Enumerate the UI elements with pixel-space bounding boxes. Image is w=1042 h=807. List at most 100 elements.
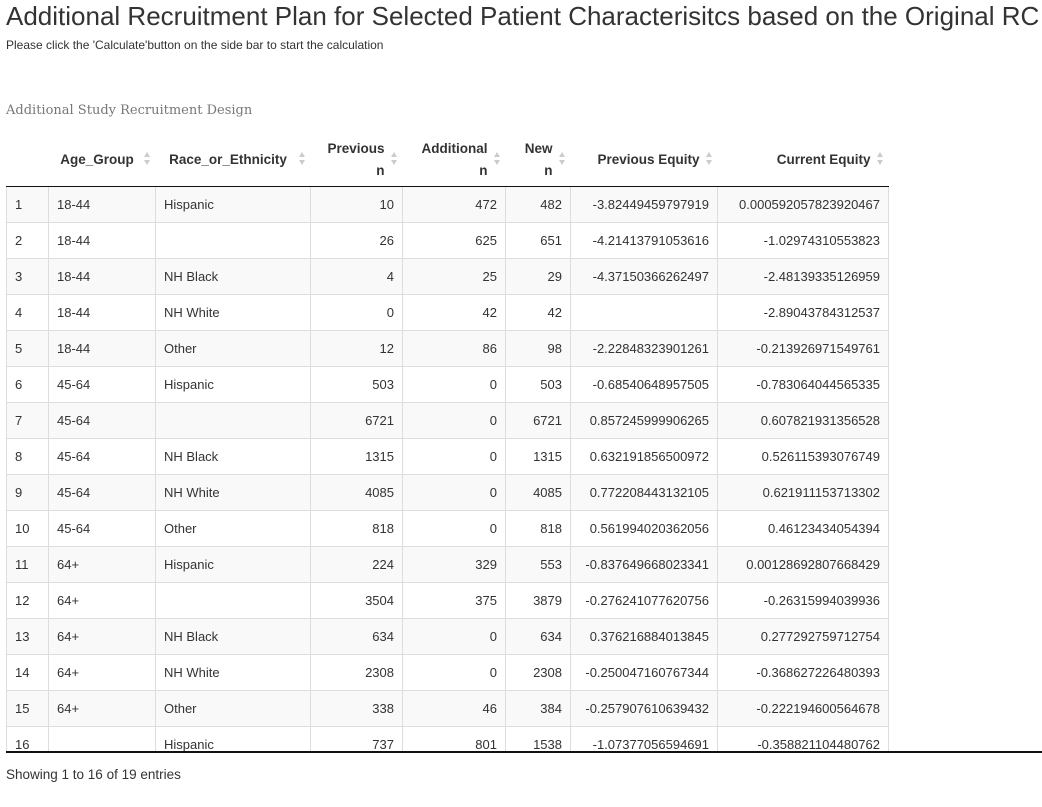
row-index: 4 xyxy=(6,294,49,331)
table-cell: 801 xyxy=(402,726,506,751)
header-label: Additional n xyxy=(421,141,488,178)
column-header[interactable]: Current Equity xyxy=(717,134,889,187)
header-label: Previous n xyxy=(327,141,385,178)
table-cell: 6721 xyxy=(310,402,403,439)
table-row: 4 18-44 NH White 0 42 42 -2.89043784312537 xyxy=(6,294,889,331)
table-cell: 98 xyxy=(505,330,571,367)
table-cell: Other xyxy=(155,330,311,367)
table-cell: 45-64 xyxy=(48,402,156,439)
table-cell: 42 xyxy=(402,294,506,331)
row-index: 1 xyxy=(6,186,49,223)
table-cell: -0.358821104480762 xyxy=(717,726,889,751)
table-cell: -0.276241077620756 xyxy=(570,582,718,619)
table-row: 10 45-64 Other 818 0 818 0.561994020362056 0.46… xyxy=(6,510,889,547)
table-cell xyxy=(570,294,718,331)
table-cell: 0.561994020362056 xyxy=(570,510,718,547)
table-cell: 472 xyxy=(402,186,506,223)
table-cell: 0.857245999906265 xyxy=(570,402,718,439)
table-cell: -0.68540648957505 xyxy=(570,366,718,403)
table-cell: 64+ xyxy=(48,582,156,619)
table-cell: 634 xyxy=(310,618,403,655)
table-cell: 86 xyxy=(402,330,506,367)
table-cell: 625 xyxy=(402,222,506,259)
table-cell: 0 xyxy=(402,654,506,691)
table-cell: 3879 xyxy=(505,582,571,619)
table-cell: -0.257907610639432 xyxy=(570,690,718,727)
table-cell: 0 xyxy=(402,366,506,403)
row-index: 13 xyxy=(6,618,49,655)
table-row: 1 18-44 Hispanic 10 472 482 -3.82449459797919 0… xyxy=(6,186,889,223)
table-cell: 0 xyxy=(402,402,506,439)
table-info: Showing 1 to 16 of 19 entries xyxy=(6,767,181,782)
sort-icon[interactable] xyxy=(876,151,883,167)
table-cell: 45-64 xyxy=(48,510,156,547)
table-cell: 1315 xyxy=(505,438,571,475)
column-header[interactable]: Age_Group xyxy=(48,134,156,187)
table-cell: -2.22848323901261 xyxy=(570,330,718,367)
table-cell: 64+ xyxy=(48,654,156,691)
table-row: 5 18-44 Other 12 86 98 -2.22848323901261 -0.213… xyxy=(6,330,889,367)
table-cell: 4085 xyxy=(310,474,403,511)
table-cell: 0.277292759712754 xyxy=(717,618,889,655)
instruction: Please click the 'Calculate'button on th… xyxy=(6,38,384,52)
table-cell: 10 xyxy=(310,186,403,223)
table-row: 8 45-64 NH Black 1315 0 1315 0.632191856500972… xyxy=(6,438,889,475)
table-cell: 634 xyxy=(505,618,571,655)
table-cell: 64+ xyxy=(48,546,156,583)
column-header[interactable]: New n xyxy=(505,134,571,187)
table-cell: 503 xyxy=(310,366,403,403)
table-cell: -2.48139335126959 xyxy=(717,258,889,295)
table-cell: 651 xyxy=(505,222,571,259)
table-cell: 818 xyxy=(505,510,571,547)
table-cell: 45-64 xyxy=(48,366,156,403)
header-label: New n xyxy=(524,141,553,178)
table-cell: 0 xyxy=(402,474,506,511)
table-cell: 45-64 xyxy=(48,474,156,511)
row-index: 15 xyxy=(6,690,49,727)
table-cell: -0.250047160767344 xyxy=(570,654,718,691)
table-cell: Other xyxy=(155,510,311,547)
header-label: Previous Equity xyxy=(597,152,700,167)
table-cell: 0.46123434054394 xyxy=(717,510,889,547)
table-cell: 2308 xyxy=(505,654,571,691)
column-header[interactable]: Previous Equity xyxy=(570,134,718,187)
row-index: 10 xyxy=(6,510,49,547)
sort-icon[interactable] xyxy=(558,151,565,167)
table-cell: 0.000592057823920467 xyxy=(717,186,889,223)
sort-icon[interactable] xyxy=(143,151,150,167)
row-index: 3 xyxy=(6,258,49,295)
sort-icon[interactable] xyxy=(390,151,397,167)
row-index: 16 xyxy=(6,726,49,751)
row-index: 12 xyxy=(6,582,49,619)
table-row: 16 Hispanic 737 801 1538 -1.07377056594691 -0.… xyxy=(6,726,889,751)
table-cell: 4085 xyxy=(505,474,571,511)
column-header[interactable]: Previous n xyxy=(310,134,403,187)
sort-icon[interactable] xyxy=(705,151,712,167)
sort-icon[interactable] xyxy=(493,151,500,167)
column-header[interactable]: Additional n xyxy=(402,134,506,187)
table-cell: NH Black xyxy=(155,258,311,295)
sort-icon[interactable] xyxy=(298,151,305,167)
table-row: 11 64+ Hispanic 224 329 553 -0.837649668023341… xyxy=(6,546,889,583)
table-cell: -4.21413791053616 xyxy=(570,222,718,259)
table-cell: 18-44 xyxy=(48,258,156,295)
table-cell: 737 xyxy=(310,726,403,751)
table-cell: 0.376216884013845 xyxy=(570,618,718,655)
table-cell: 1538 xyxy=(505,726,571,751)
table-cell: 3504 xyxy=(310,582,403,619)
page-title: Additional Recruitment Plan for Selected… xyxy=(6,1,1040,31)
column-header[interactable]: Race_or_Ethnicity xyxy=(155,134,311,187)
table-cell: 553 xyxy=(505,546,571,583)
row-index: 8 xyxy=(6,438,49,475)
table-cell: -0.368627226480393 xyxy=(717,654,889,691)
table-row: 2 18-44 26 625 651 -4.21413791053616 -1.029743… xyxy=(6,222,889,259)
table-cell: 338 xyxy=(310,690,403,727)
table-cell: NH White xyxy=(155,654,311,691)
table-cell: 0 xyxy=(402,510,506,547)
table-cell: 46 xyxy=(402,690,506,727)
table-cell: 224 xyxy=(310,546,403,583)
table-cell: Hispanic xyxy=(155,186,311,223)
table-cell: 384 xyxy=(505,690,571,727)
table-cell xyxy=(48,726,156,751)
table-cell: -2.89043784312537 xyxy=(717,294,889,331)
